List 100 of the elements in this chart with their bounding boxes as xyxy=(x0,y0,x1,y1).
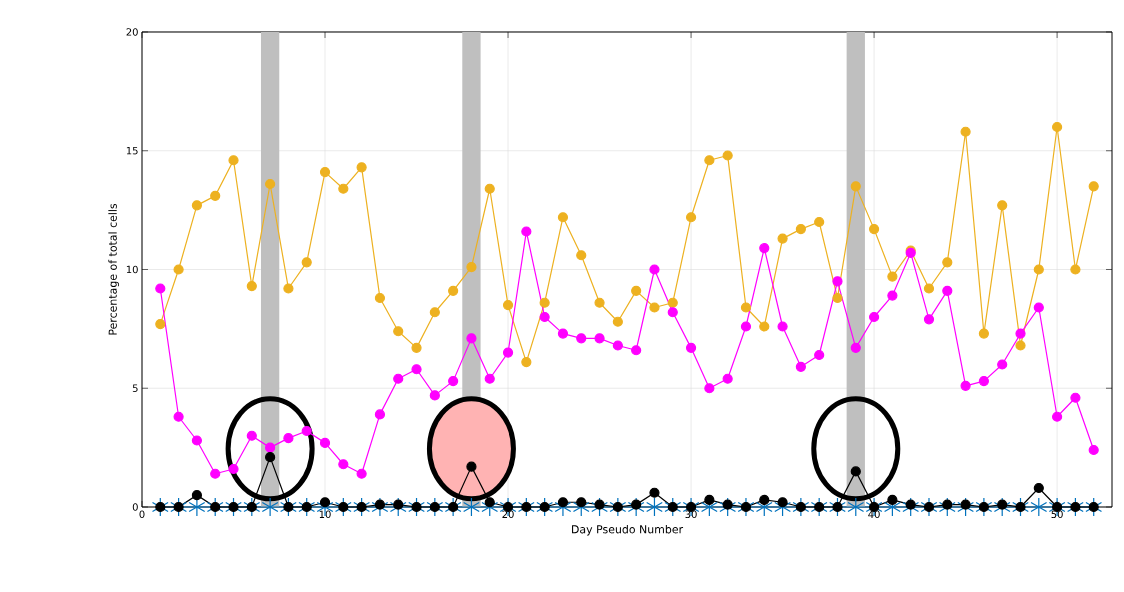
point xyxy=(173,264,184,275)
point xyxy=(960,380,971,391)
point xyxy=(448,501,459,513)
point xyxy=(265,452,276,463)
point xyxy=(283,501,294,513)
point xyxy=(484,497,495,508)
point xyxy=(997,499,1008,510)
point xyxy=(576,333,587,344)
point xyxy=(704,494,715,505)
point xyxy=(374,499,386,510)
point xyxy=(740,501,752,513)
point xyxy=(1070,264,1081,275)
point xyxy=(1088,501,1099,513)
point xyxy=(155,319,166,330)
point xyxy=(814,501,825,513)
point xyxy=(667,297,678,308)
point xyxy=(612,501,623,513)
point xyxy=(557,212,569,223)
point xyxy=(685,342,697,353)
point xyxy=(463,497,480,517)
point xyxy=(923,283,935,294)
point xyxy=(338,183,349,194)
point xyxy=(759,494,770,505)
point xyxy=(155,501,166,513)
point xyxy=(246,281,257,292)
x-tick-label: 10 xyxy=(319,510,331,519)
point xyxy=(521,226,532,237)
y-axis-title: Percentage of total cells xyxy=(108,203,119,335)
point xyxy=(393,373,404,384)
point xyxy=(887,290,898,301)
point xyxy=(667,501,678,513)
point xyxy=(557,328,569,339)
point xyxy=(938,497,956,517)
point xyxy=(246,430,257,441)
point xyxy=(155,283,166,294)
point xyxy=(850,342,861,353)
point xyxy=(301,257,312,268)
point xyxy=(832,292,843,304)
y-tick-label: 5 xyxy=(132,384,138,392)
point xyxy=(225,497,242,517)
point xyxy=(740,302,752,313)
point xyxy=(612,340,623,351)
point xyxy=(408,497,425,517)
point xyxy=(923,314,935,325)
point xyxy=(389,497,407,517)
point xyxy=(448,376,459,387)
point xyxy=(1052,411,1063,422)
point xyxy=(374,409,386,420)
point xyxy=(173,501,184,513)
point xyxy=(960,499,971,510)
y-tick-label: 20 xyxy=(126,28,138,36)
point xyxy=(829,497,846,517)
point xyxy=(649,487,660,498)
point xyxy=(173,411,184,422)
point xyxy=(850,181,861,192)
point xyxy=(576,250,587,261)
point xyxy=(942,285,953,296)
point xyxy=(539,501,550,513)
point xyxy=(521,501,532,513)
y-tick-label: 0 xyxy=(132,503,138,511)
point xyxy=(191,200,203,211)
point xyxy=(466,262,477,273)
point xyxy=(997,200,1008,211)
point xyxy=(191,490,203,501)
point xyxy=(722,499,733,510)
point xyxy=(374,292,386,304)
point xyxy=(411,342,422,353)
point xyxy=(594,297,605,308)
point xyxy=(905,499,916,510)
point xyxy=(319,437,331,448)
point xyxy=(228,463,239,475)
point xyxy=(393,499,404,510)
point xyxy=(484,183,495,194)
point xyxy=(356,468,367,479)
point xyxy=(210,190,221,201)
point xyxy=(631,345,642,356)
point xyxy=(795,224,806,235)
point xyxy=(1033,302,1044,313)
x-axis-title: Day Pseudo Number xyxy=(572,524,684,536)
point xyxy=(649,302,660,313)
x-tick-label: 0 xyxy=(139,510,145,519)
point xyxy=(466,333,477,344)
x-tick-label: 30 xyxy=(685,510,697,519)
point xyxy=(649,264,660,275)
point xyxy=(393,326,404,337)
point xyxy=(902,497,920,517)
point xyxy=(557,497,569,508)
point xyxy=(704,155,715,166)
point xyxy=(1033,264,1044,275)
point xyxy=(997,359,1008,370)
point xyxy=(301,425,312,437)
point xyxy=(631,285,642,296)
point xyxy=(338,459,349,470)
point xyxy=(502,300,514,311)
point xyxy=(868,224,880,235)
point xyxy=(722,150,733,161)
point xyxy=(1088,181,1099,192)
point xyxy=(957,497,974,517)
point xyxy=(704,383,715,394)
point xyxy=(978,328,989,339)
